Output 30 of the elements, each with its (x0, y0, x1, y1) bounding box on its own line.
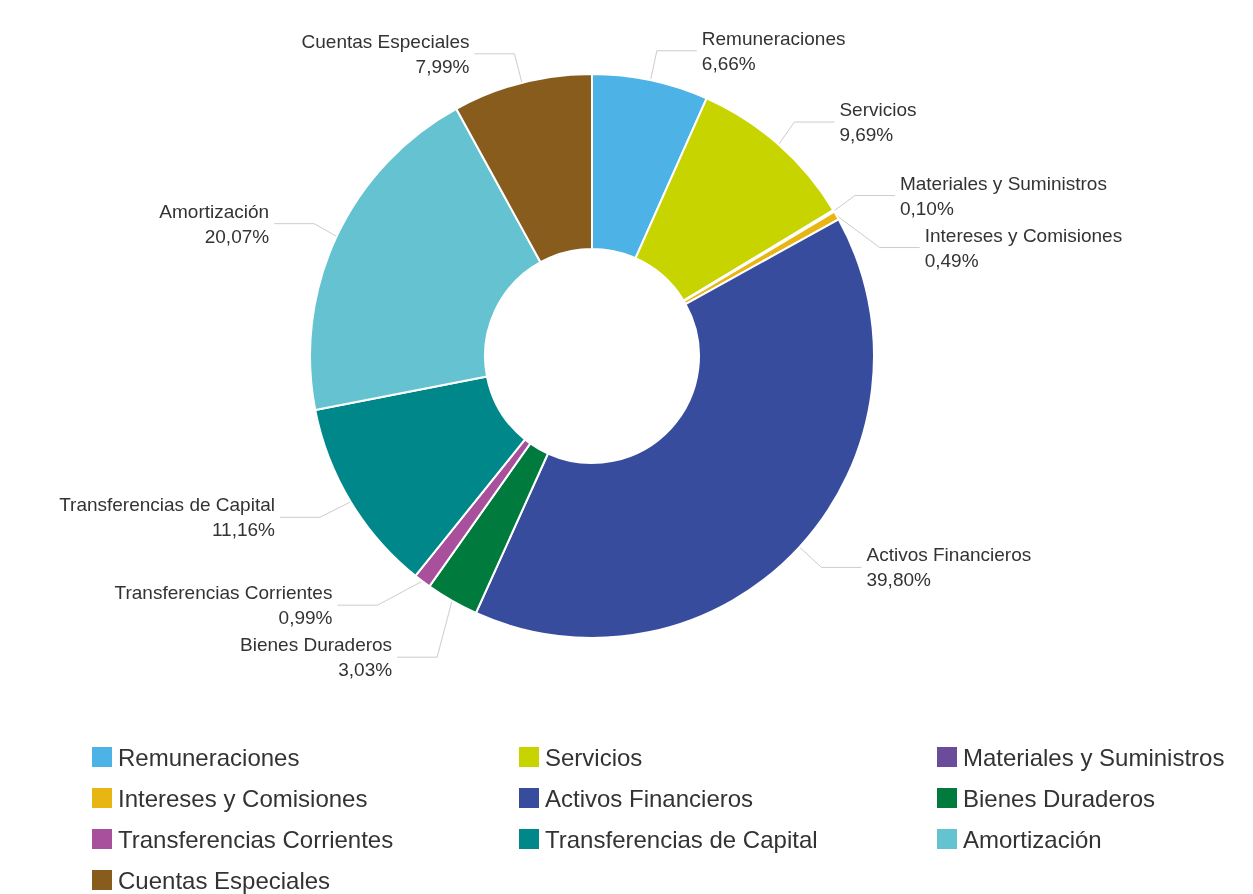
slice-label: Activos Financieros (866, 544, 1032, 566)
slice-label: Transferencias de Capital (59, 494, 275, 516)
legend-label: Materiales y Suministros (963, 743, 1225, 771)
data-label: 0,10% (899, 197, 954, 219)
slice-label: Cuentas Especiales (301, 30, 470, 52)
data-label: 20,07% (204, 225, 270, 247)
data-label: 3,03% (338, 659, 393, 681)
slice-label: Amortización (159, 200, 270, 222)
data-label: 0,49% (924, 249, 979, 271)
slice-label: Remuneraciones (701, 27, 846, 49)
data-label: 6,66% (701, 52, 756, 74)
data-label: 0,99% (278, 607, 333, 629)
legend-label: Remuneraciones (118, 743, 300, 771)
legend-label: Transferencias de Capital (545, 825, 818, 853)
slice-label: Bienes Duraderos (240, 634, 393, 656)
slice-label: Transferencias Corrientes (114, 582, 333, 604)
slice-label: Materiales y Suministros (899, 172, 1107, 194)
legend-label: Activos Financieros (545, 784, 754, 812)
legend-label: Bienes Duraderos (963, 784, 1156, 812)
data-label: 7,99% (415, 55, 470, 77)
legend-label: Intereses y Comisiones (118, 784, 368, 812)
slice-label: Servicios (839, 99, 917, 121)
legend-label: Cuentas Especiales (118, 866, 331, 894)
legend-label: Servicios (545, 743, 643, 771)
data-label: 9,69% (839, 124, 894, 146)
legend-label: Transferencias Corrientes (118, 825, 394, 853)
data-label: 39,80% (866, 569, 932, 591)
slice-label: Intereses y Comisiones (924, 224, 1123, 246)
data-label: 11,16% (211, 519, 276, 541)
legend-label: Amortización (963, 825, 1102, 853)
